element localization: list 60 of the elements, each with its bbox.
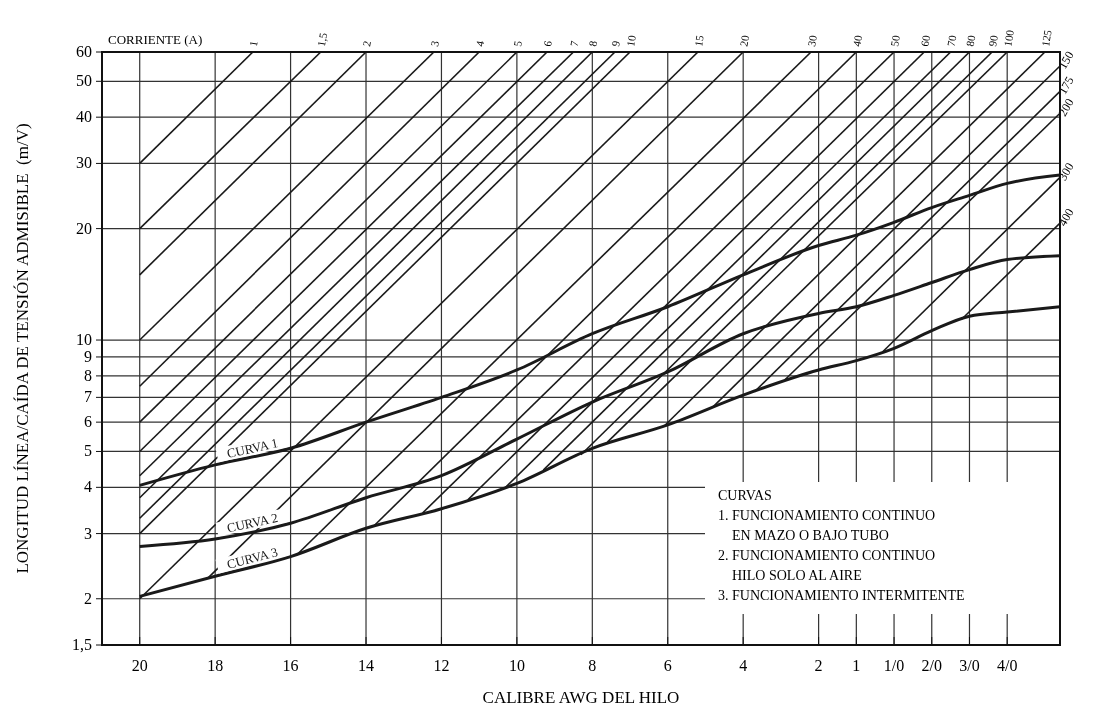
text: CURVA 3 [225, 544, 280, 572]
x-axis-title: CALIBRE AWG DEL HILO [482, 688, 680, 707]
text: 400 [1055, 205, 1077, 229]
y-tick-label: 1,5 [72, 636, 92, 653]
y-tick-label: 4 [84, 478, 92, 496]
x-tick-label: 16 [282, 657, 299, 674]
x-tick-label: 2/0 [921, 657, 942, 674]
text: 30 [805, 33, 820, 48]
text: 125 [1039, 28, 1054, 48]
text: 7 [567, 39, 581, 48]
x-tick-label: 8 [588, 657, 597, 674]
text: 4 [473, 39, 487, 48]
text: 40 [850, 33, 865, 48]
text: 3 [428, 39, 441, 48]
y-tick-label: 60 [76, 43, 92, 60]
x-tick-label: 10 [508, 657, 525, 674]
x-tick-label: 1/0 [883, 657, 905, 674]
x-tick-label: 4 [739, 657, 748, 674]
annotation: CURVAS 1. FUNCIONAMIENTO CONTINUO EN MAZO O BAJO TUBO 2. FUNCIONAMIENTO CONTINUO HILO SOLO AL AIRE 3. FUNCIONAMIENTO INTERMITENTE [718, 488, 965, 603]
text: 2 [360, 39, 373, 48]
y-tick-label: 3 [84, 524, 92, 542]
text: 70 [944, 33, 959, 48]
x-tick-label: 1 [852, 657, 861, 674]
y-tick-label: 30 [76, 154, 92, 172]
text: 80 [963, 33, 978, 48]
text: 100 [1001, 28, 1017, 48]
y-tick-label: 2 [84, 589, 92, 607]
x-tick-label: 14 [358, 657, 375, 674]
text: 1 [247, 39, 260, 48]
y-tick-label: 20 [76, 219, 92, 237]
text: CURVA 1 [225, 435, 280, 462]
y-axis-title: LONGITUD LÍNEA/CAÍDA DE TENSIÓN ADMISIBLE (m/V) [13, 123, 32, 574]
y-tick-label: 6 [84, 413, 92, 431]
x-tick-label: 18 [207, 657, 224, 674]
text: 9 [609, 39, 622, 48]
y-tick-label: 50 [76, 72, 92, 90]
text: CORRIENTE (A) [108, 32, 203, 47]
x-tick-label: 6 [663, 657, 672, 674]
text: 6 [541, 39, 555, 48]
y-tick-label: 10 [76, 331, 92, 349]
text: 20 [737, 33, 752, 48]
text: 90 [986, 33, 1001, 48]
x-tick-label: 3/0 [959, 657, 980, 674]
x-tick-label: 2 [814, 657, 823, 674]
text: 60 [918, 33, 933, 48]
x-tick-label: 12 [433, 657, 450, 674]
x-tick-label: 4/0 [996, 657, 1018, 674]
y-tick-label: 40 [76, 108, 92, 126]
y-tick-label: 8 [84, 366, 92, 384]
text: CURVA 2 [225, 510, 280, 536]
y-tick-label: 5 [84, 442, 92, 460]
y-tick-label: 9 [84, 347, 92, 365]
x-tick-label: 20 [131, 657, 148, 674]
y-tick-label: 7 [84, 388, 92, 406]
text: 8 [586, 39, 600, 48]
text: 1,5 [314, 31, 330, 48]
text: 5 [511, 39, 524, 48]
text: 15 [692, 33, 706, 48]
text: 10 [624, 33, 638, 48]
text: 50 [888, 33, 903, 48]
